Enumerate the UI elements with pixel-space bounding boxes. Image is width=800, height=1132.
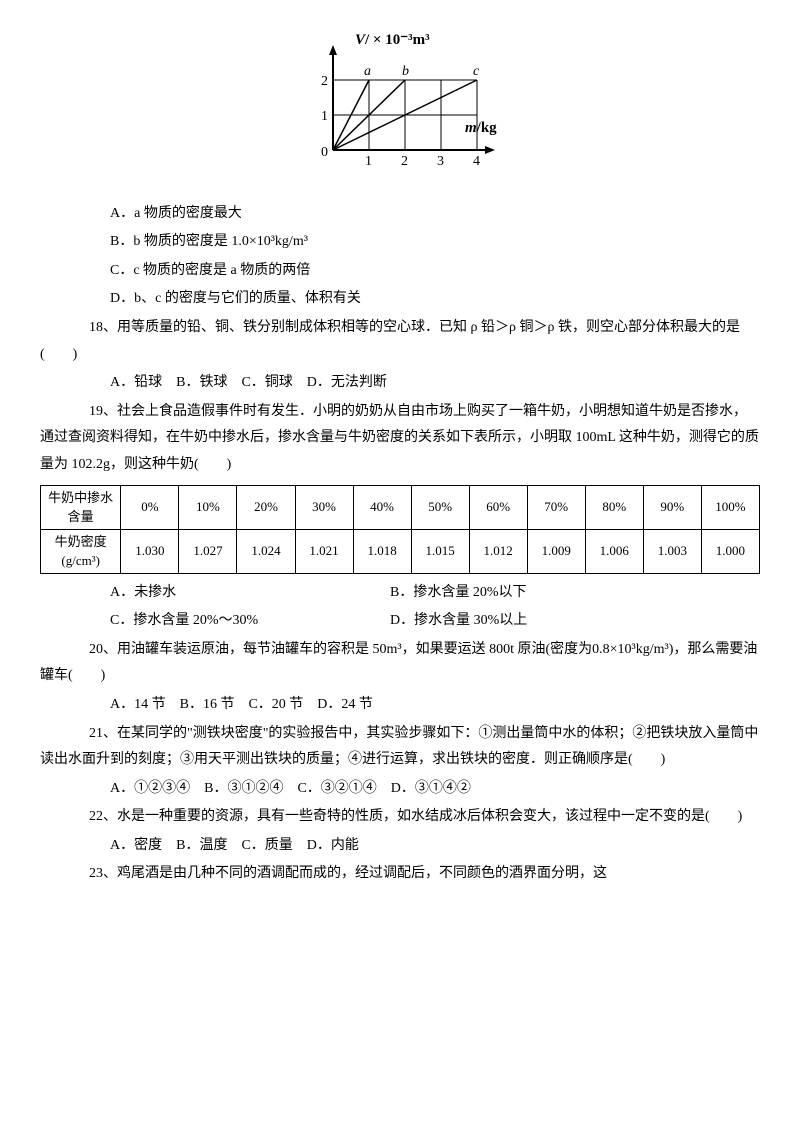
tbl-r1-c10: 100% [701, 485, 759, 529]
x-arrow [485, 146, 495, 154]
q17-opt-d: D．b、c 的密度与它们的质量、体积有关 [40, 286, 760, 313]
q17-opt-a: A．a 物质的密度最大 [40, 201, 760, 228]
tbl-r2-c1: 1.027 [179, 529, 237, 573]
tbl-r2-c9: 1.003 [643, 529, 701, 573]
tbl-r1-c4: 40% [353, 485, 411, 529]
q20-opts: A．14 节 B．16 节 C．20 节 D．24 节 [40, 692, 760, 719]
tbl-r2-c2: 1.024 [237, 529, 295, 573]
q21-opts: A．①②③④ B．③①②④ C．③②①④ D．③①④② [40, 776, 760, 803]
tbl-r1-c1: 10% [179, 485, 237, 529]
tbl-r2-c7: 1.009 [527, 529, 585, 573]
q19-opt-a: A．未掺水 [110, 580, 390, 607]
tbl-r2-c8: 1.006 [585, 529, 643, 573]
label-b: b [402, 64, 409, 79]
tbl-r2-c10: 1.000 [701, 529, 759, 573]
xt-3: 3 [437, 154, 444, 169]
tbl-r2-c0: 1.030 [121, 529, 179, 573]
y-arrow [329, 45, 337, 55]
tbl-r1-c5: 50% [411, 485, 469, 529]
yt-1: 1 [321, 109, 328, 124]
q19-opt-d: D．掺水含量 30%以上 [390, 608, 527, 635]
xt-1: 1 [365, 154, 372, 169]
vm-chart: V/ × 10⁻³m³ a b c 0 1 2 1 2 3 4 m/kg [285, 30, 515, 180]
yt-2: 2 [321, 74, 328, 89]
tbl-r2-c5: 1.015 [411, 529, 469, 573]
chart-area: V/ × 10⁻³m³ a b c 0 1 2 1 2 3 4 m/kg [40, 30, 760, 191]
q23-stem: 23、鸡尾酒是由几种不同的酒调配而成的，经过调配后，不同颜色的酒界面分明，这 [40, 861, 760, 888]
q18-stem: 18、用等质量的铅、铜、铁分别制成体积相等的空心球．已知 ρ 铅＞ρ 铜＞ρ 铁… [40, 315, 760, 368]
tbl-r1-c8: 80% [585, 485, 643, 529]
tbl-r1-c9: 90% [643, 485, 701, 529]
q19-opt-c: C．掺水含量 20%～30% [110, 608, 390, 635]
q22-stem: 22、水是一种重要的资源，具有一些奇特的性质，如水结成冰后体积会变大，该过程中一… [40, 804, 760, 831]
tbl-r1-c7: 70% [527, 485, 585, 529]
q17-opt-b: B．b 物质的密度是 1.0×10³kg/m³ [40, 229, 760, 256]
xt-4: 4 [473, 154, 480, 169]
tbl-r2-c6: 1.012 [469, 529, 527, 573]
q19-stem: 19、社会上食品造假事件时有发生．小明的奶奶从自由市场上购买了一箱牛奶，小明想知… [40, 399, 760, 479]
q21-stem: 21、在某同学的"测铁块密度"的实验报告中，其实验步骤如下：①测出量筒中水的体积… [40, 721, 760, 774]
q18-opts: A．铅球 B．铁球 C．铜球 D．无法判断 [40, 370, 760, 397]
tbl-r2-hdr: 牛奶密度(g/cm³) [41, 529, 121, 573]
y-axis-label: V/ × 10⁻³m³ [355, 32, 430, 48]
yt-0: 0 [321, 145, 328, 160]
q20-stem: 20、用油罐车装运原油，每节油罐车的容积是 50m³，如果要运送 800t 原油… [40, 637, 760, 690]
x-axis-label: m/kg [465, 120, 497, 136]
label-a: a [364, 64, 371, 79]
tbl-r1-c2: 20% [237, 485, 295, 529]
q17-opt-c: C．c 物质的密度是 a 物质的两倍 [40, 258, 760, 285]
xt-2: 2 [401, 154, 408, 169]
q19-opts-row1: A．未掺水 B．掺水含量 20%以下 [110, 580, 760, 607]
tbl-r2-c4: 1.018 [353, 529, 411, 573]
tbl-r1-hdr: 牛奶中掺水含量 [41, 485, 121, 529]
q19-table: 牛奶中掺水含量 0% 10% 20% 30% 40% 50% 60% 70% 8… [40, 485, 760, 574]
tbl-r1-c3: 30% [295, 485, 353, 529]
q19-opt-b: B．掺水含量 20%以下 [390, 580, 527, 607]
q19-opts-row2: C．掺水含量 20%～30% D．掺水含量 30%以上 [110, 608, 760, 635]
q22-opts: A．密度 B．温度 C．质量 D．内能 [40, 833, 760, 860]
tbl-r1-c0: 0% [121, 485, 179, 529]
tbl-r2-c3: 1.021 [295, 529, 353, 573]
label-c: c [473, 64, 480, 79]
tbl-r1-c6: 60% [469, 485, 527, 529]
